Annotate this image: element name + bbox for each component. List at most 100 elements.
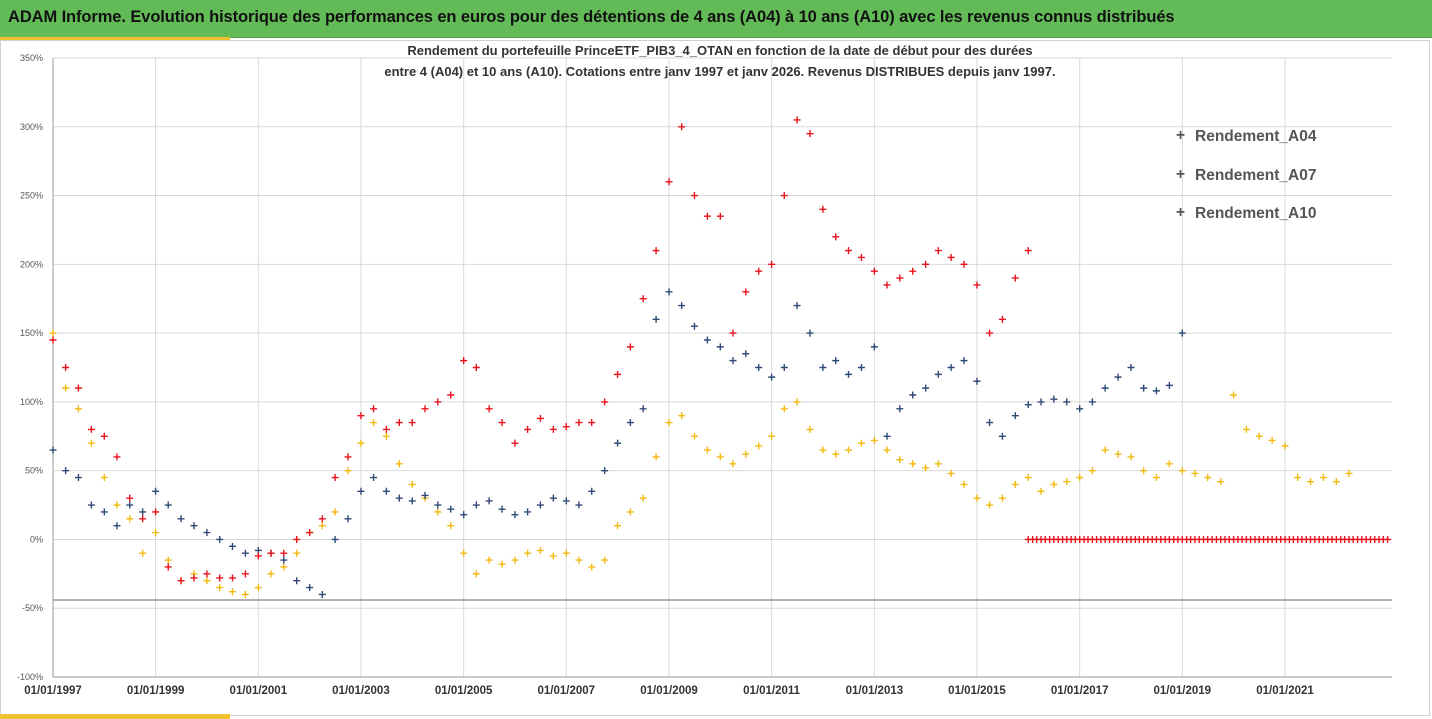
x-tick-label: 01/01/2011 <box>743 685 801 697</box>
point-rendement_a07 <box>241 549 249 557</box>
point-rendement_a04 <box>1332 478 1340 486</box>
point-rendement_a10 <box>306 529 314 537</box>
point-rendement_a04 <box>973 494 981 502</box>
point-rendement_a04 <box>986 501 994 509</box>
point-rendement_a04 <box>1114 450 1122 458</box>
point-rendement_a07 <box>1140 384 1148 392</box>
x-tick-label: 01/01/2015 <box>948 685 1006 697</box>
point-rendement_a10 <box>614 370 622 378</box>
report-header: ADAM Informe. Evolution historique des p… <box>0 0 1432 38</box>
point-rendement_a07 <box>318 590 326 598</box>
point-rendement_a04 <box>1088 467 1096 475</box>
x-axis-ticks: 01/01/1997 01/01/1999 01/01/2001 01/01/2003… <box>24 685 1314 697</box>
point-rendement_a04 <box>357 439 365 447</box>
point-rendement_a04 <box>280 563 288 571</box>
point-rendement_a10 <box>703 212 711 220</box>
point-rendement_a10 <box>331 474 339 482</box>
point-rendement_a10 <box>857 253 865 261</box>
point-rendement_a07 <box>562 497 570 505</box>
grid-lines <box>52 57 1392 678</box>
point-rendement_a10 <box>896 274 904 282</box>
point-rendement_a04 <box>87 439 95 447</box>
point-rendement_a10 <box>639 295 647 303</box>
y-tick-label: 300% <box>20 122 43 132</box>
point-rendement_a07 <box>1024 401 1032 409</box>
point-rendement_a10 <box>742 288 750 296</box>
point-rendement_a04 <box>1230 391 1238 399</box>
point-rendement_a07 <box>1127 364 1135 371</box>
y-tick-label: 150% <box>20 328 43 338</box>
point-rendement_a07 <box>703 336 711 344</box>
point-rendement_a04 <box>549 552 557 560</box>
point-rendement_a04 <box>1242 425 1250 433</box>
point-rendement_a07 <box>395 494 403 502</box>
point-rendement_a04 <box>344 467 352 475</box>
point-rendement_a10 <box>947 253 955 261</box>
point-rendement_a04 <box>1345 469 1353 477</box>
y-tick-label: 100% <box>20 397 43 407</box>
point-rendement_a10 <box>267 549 275 557</box>
point-rendement_a07 <box>421 491 429 499</box>
point-rendement_a10 <box>228 574 236 582</box>
point-rendement_a07 <box>614 439 622 447</box>
point-rendement_a10 <box>241 570 249 578</box>
point-rendement_a10 <box>588 419 596 427</box>
point-rendement_a10 <box>870 267 878 275</box>
point-rendement_a04 <box>1165 460 1173 468</box>
point-rendement_a10 <box>793 116 801 124</box>
legend-marker-a10: + <box>1176 204 1185 221</box>
point-rendement_a10 <box>113 453 121 461</box>
point-rendement_a10 <box>845 247 853 255</box>
point-rendement_a07 <box>639 405 647 413</box>
legend-label-a04: Rendement_A04 <box>1195 128 1317 145</box>
point-rendement_a07 <box>498 505 506 513</box>
point-rendement_a04 <box>922 464 930 472</box>
point-rendement_a04 <box>1204 474 1212 482</box>
point-rendement_a04 <box>755 442 763 450</box>
point-rendement_a07 <box>293 577 301 585</box>
point-rendement_a04 <box>870 436 878 444</box>
point-rendement_a04 <box>690 432 698 440</box>
point-rendement_a07 <box>87 501 95 509</box>
point-rendement_a07 <box>626 419 634 427</box>
point-rendement_a04 <box>729 460 737 468</box>
point-rendement_a10 <box>152 508 160 516</box>
point-rendement_a04 <box>395 460 403 468</box>
point-rendement_a10 <box>1011 274 1019 282</box>
point-rendement_a10 <box>986 329 994 337</box>
point-rendement_a04 <box>370 419 378 427</box>
y-tick-label: 350% <box>20 53 43 63</box>
point-rendement_a04 <box>780 405 788 413</box>
point-rendement_a10 <box>74 384 82 392</box>
point-rendement_a10-zero <box>1384 535 1392 543</box>
point-rendement_a04 <box>408 480 416 488</box>
point-rendement_a07 <box>729 357 737 365</box>
point-rendement_a04 <box>139 549 147 557</box>
point-rendement_a04 <box>254 584 262 592</box>
point-rendement_a04 <box>472 570 480 578</box>
point-rendement_a04 <box>460 549 468 557</box>
point-rendement_a04 <box>113 501 121 509</box>
y-axis-ticks: -100% -50% 0% 50% 100% 150% 200% 250% 300% 350% <box>17 53 43 682</box>
point-rendement_a07 <box>1165 381 1173 389</box>
point-rendement_a07 <box>870 343 878 351</box>
point-rendement_a04 <box>498 560 506 568</box>
point-rendement_a07 <box>113 522 121 530</box>
x-tick-label: 01/01/2001 <box>230 685 288 697</box>
point-rendement_a10 <box>729 329 737 337</box>
point-rendement_a04 <box>845 446 853 454</box>
y-tick-label: 50% <box>25 466 43 476</box>
point-rendement_a04 <box>1306 478 1314 486</box>
point-rendement_a07 <box>652 315 660 323</box>
point-rendement_a07 <box>716 343 724 351</box>
point-rendement_a04 <box>947 469 955 477</box>
point-rendement_a04 <box>524 549 532 557</box>
point-rendement_a07 <box>1088 398 1096 406</box>
point-rendement_a10 <box>690 192 698 200</box>
point-rendement_a10 <box>536 414 544 422</box>
point-rendement_a07 <box>460 511 468 519</box>
point-rendement_a10 <box>909 267 917 275</box>
point-rendement_a04 <box>588 563 596 571</box>
header-accent-bar <box>0 37 230 41</box>
point-rendement_a10 <box>819 205 827 213</box>
